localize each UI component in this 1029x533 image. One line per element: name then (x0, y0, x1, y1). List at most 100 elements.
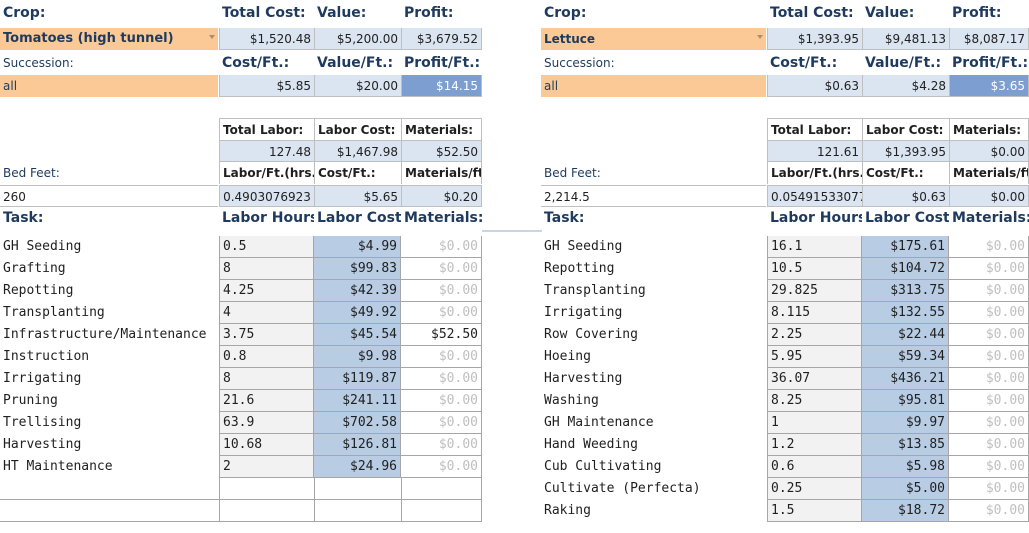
labor-cost-cell: $5.98 (862, 456, 949, 478)
task-name-cell: HT Maintenance (3, 459, 113, 474)
labor-hours-input[interactable]: 0.25 (767, 478, 862, 500)
task-row: Hand Weeding 1.2 $13.85 $0.00 (541, 434, 1029, 456)
labor-cost-cell: $42.39 (314, 280, 401, 302)
labor-hours-input[interactable]: 1.2 (767, 434, 862, 456)
crop-select[interactable]: Tomatoes (high tunnel) (0, 28, 218, 50)
labor-hours-input[interactable]: 10.5 (767, 258, 862, 280)
labor-hours-input[interactable] (219, 478, 314, 500)
cost-per-ft-header-2: Cost/Ft.: (862, 162, 949, 184)
left-crop-panel: Crop: Total Cost: Value: Profit: Tomatoe… (0, 0, 482, 533)
crop-select-value: Lettuce (544, 32, 596, 46)
task-name-cell: Harvesting (544, 371, 623, 386)
labor-hours-input[interactable]: 10.68 (219, 434, 314, 456)
task-row: Repotting 10.5 $104.72 $0.00 (541, 258, 1029, 280)
labor-hours-header: Labor Hours: (770, 210, 862, 226)
labor-cost-cell: $4.99 (314, 236, 401, 258)
right-crop-panel: Crop: Total Cost: Value: Profit: Lettuce… (541, 0, 1029, 533)
task-row: Transplanting 29.825 $313.75 $0.00 (541, 280, 1029, 302)
labor-hours-input[interactable]: 8.25 (767, 390, 862, 412)
labor-hours-input[interactable]: 21.6 (219, 390, 314, 412)
labor-hours-input[interactable]: 5.95 (767, 346, 862, 368)
succession-input[interactable]: all (0, 75, 218, 97)
labor-hours-input[interactable]: 2.25 (767, 324, 862, 346)
labor-hours-input[interactable]: 0.8 (219, 346, 314, 368)
labor-cost-cell: $59.34 (862, 346, 949, 368)
labor-per-ft-value: 0.4903076923 (219, 185, 314, 207)
task-name-cell: Washing (544, 393, 599, 408)
task-row: Repotting 4.25 $42.39 $0.00 (0, 280, 482, 302)
task-row: Row Covering 2.25 $22.44 $0.00 (541, 324, 1029, 346)
materials-cell: $0.00 (949, 412, 1029, 434)
materials-cell: $0.00 (401, 434, 482, 456)
profit-value: $3,679.52 (401, 28, 482, 50)
labor-hours-input[interactable]: 36.07 (767, 368, 862, 390)
task-name-cell (0, 500, 219, 522)
bed-feet-input[interactable]: 260 (0, 185, 218, 207)
succession-label: Succession: (544, 56, 615, 70)
task-name-cell: Instruction (3, 349, 90, 364)
materials-cell: $0.00 (401, 412, 482, 434)
task-name-cell: GH Seeding (3, 239, 82, 254)
labor-cost-cell: $175.61 (862, 236, 949, 258)
materials-col-header: Materials: (952, 210, 1029, 226)
task-name-cell: Transplanting (544, 283, 646, 298)
labor-cost-value: $1,393.95 (862, 140, 949, 162)
task-name-cell: Grafting (3, 261, 66, 276)
labor-hours-input[interactable]: 4 (219, 302, 314, 324)
profit-per-ft-value: $14.15 (401, 75, 482, 97)
labor-cost-col-header: Labor Cost: (317, 210, 401, 226)
materials-cell: $52.50 (401, 324, 482, 346)
materials-header: Materials: (949, 118, 1029, 140)
total-labor-header: Total Labor: (219, 118, 314, 140)
value-value: $5,200.00 (314, 28, 401, 50)
labor-cost-cell: $126.81 (314, 434, 401, 456)
profit-per-ft-value: $3.65 (949, 75, 1029, 97)
task-name-cell: Repotting (3, 283, 74, 298)
labor-hours-input[interactable]: 8 (219, 258, 314, 280)
profit-header: Profit: (952, 5, 1002, 21)
labor-cost-cell: $95.81 (862, 390, 949, 412)
labor-hours-input[interactable]: 0.6 (767, 456, 862, 478)
labor-hours-input[interactable]: 1.5 (767, 500, 862, 522)
materials-cell: $0.00 (949, 456, 1029, 478)
crop-select[interactable]: Lettuce (541, 28, 766, 50)
labor-hours-input[interactable]: 3.75 (219, 324, 314, 346)
labor-cost-cell: $45.54 (314, 324, 401, 346)
labor-cost-cell: $436.21 (862, 368, 949, 390)
materials-per-ft-header: Materials/ft (401, 162, 482, 184)
labor-hours-input[interactable]: 1 (767, 412, 862, 434)
materials-cell: $0.00 (401, 258, 482, 280)
bed-feet-input[interactable]: 2,214.5 (541, 185, 766, 207)
labor-hours-input[interactable]: 8.115 (767, 302, 862, 324)
crop-header: Crop: (544, 5, 587, 21)
labor-hours-input[interactable]: 4.25 (219, 280, 314, 302)
materials-cell: $0.00 (949, 258, 1029, 280)
value-header: Value: (317, 5, 367, 21)
labor-hours-input[interactable]: 29.825 (767, 280, 862, 302)
labor-hours-header: Labor Hours: (222, 210, 314, 226)
cost-per-ft-header: Cost/Ft.: (222, 55, 290, 71)
task-row: Transplanting 4 $49.92 $0.00 (0, 302, 482, 324)
materials-per-ft-header: Materials/ft (949, 162, 1029, 184)
materials-per-ft-value: $0.00 (949, 185, 1029, 207)
labor-hours-input[interactable] (219, 500, 314, 522)
labor-cost-cell: $104.72 (862, 258, 949, 280)
labor-hours-input[interactable]: 2 (219, 456, 314, 478)
task-row: Irrigating 8.115 $132.55 $0.00 (541, 302, 1029, 324)
labor-hours-input[interactable]: 0.5 (219, 236, 314, 258)
task-row: Harvesting 10.68 $126.81 $0.00 (0, 434, 482, 456)
task-row: Grafting 8 $99.83 $0.00 (0, 258, 482, 280)
total-cost-value: $1,393.95 (767, 28, 862, 50)
succession-input[interactable]: all (541, 75, 766, 97)
value-per-ft-header: Value/Ft.: (317, 55, 394, 71)
profit-per-ft-header: Profit/Ft.: (404, 55, 481, 71)
labor-cost-cell: $9.98 (314, 346, 401, 368)
labor-cost-cell (314, 500, 401, 522)
labor-hours-input[interactable]: 16.1 (767, 236, 862, 258)
labor-hours-input[interactable]: 8 (219, 368, 314, 390)
labor-hours-input[interactable]: 63.9 (219, 412, 314, 434)
task-name-cell: Harvesting (3, 437, 82, 452)
materials-cell: $0.00 (949, 368, 1029, 390)
materials-cell: $0.00 (949, 324, 1029, 346)
cost-per-ft-value-2: $5.65 (314, 185, 401, 207)
